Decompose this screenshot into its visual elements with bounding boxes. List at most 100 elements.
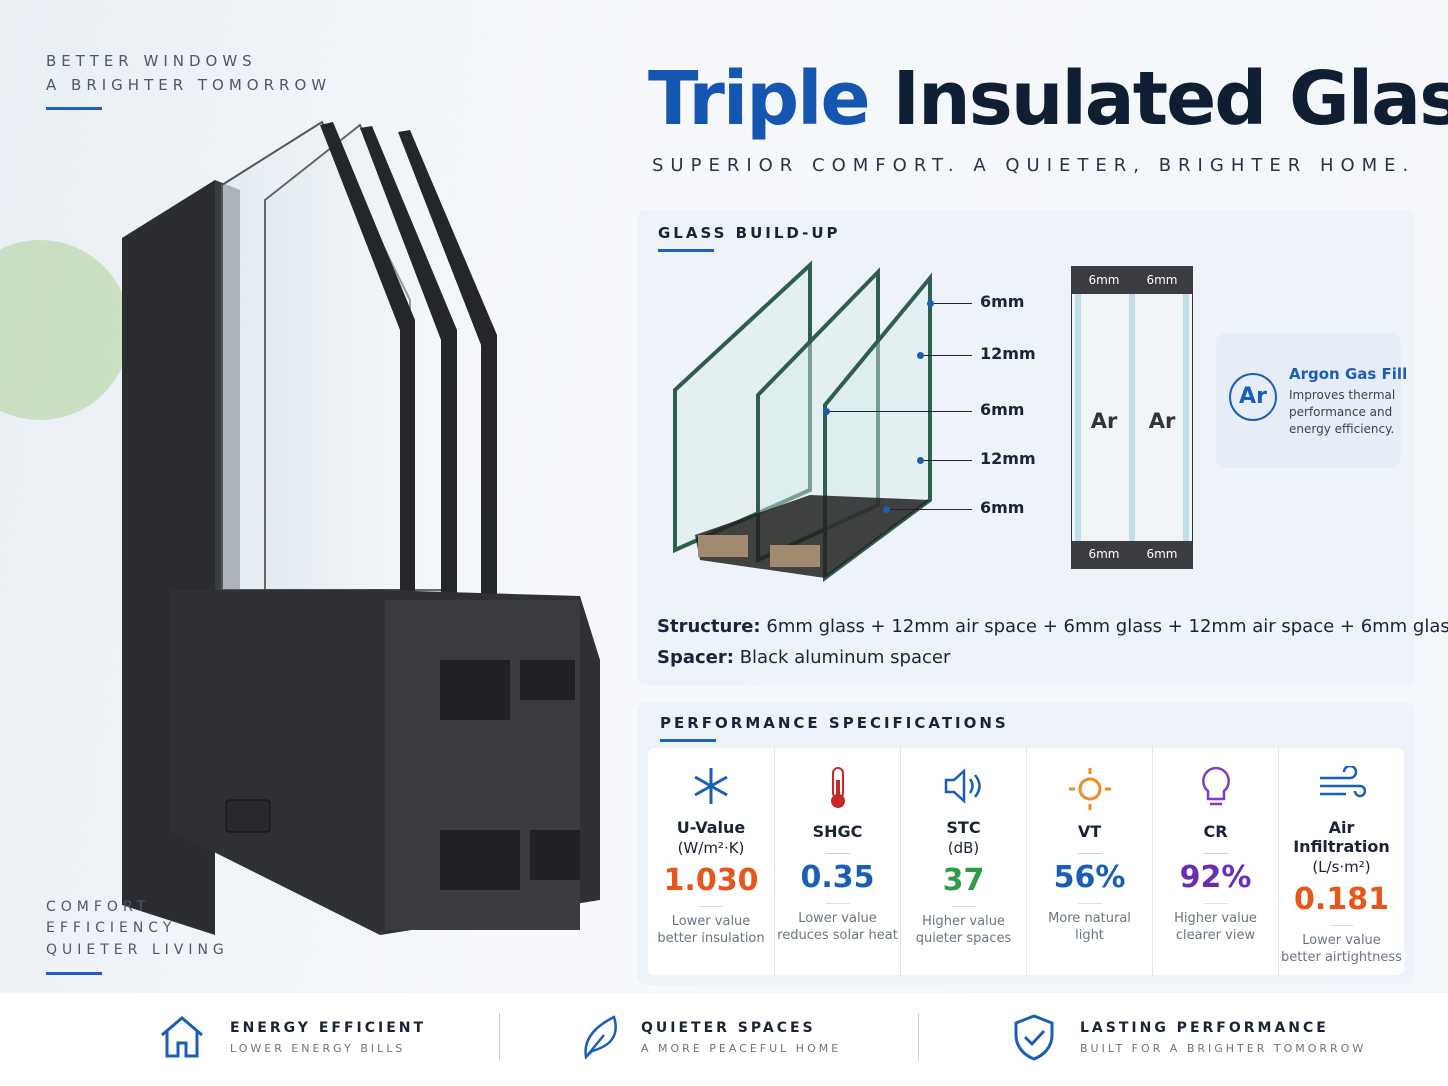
layer-dot [883,506,890,513]
argon-text: performance and [1289,405,1393,419]
section-top-label: 6mm [1088,273,1120,287]
argon-text: energy efficiency. [1289,422,1395,436]
spec-rule [825,853,850,854]
spec-rule [951,906,976,907]
structure-label: Structure: [657,616,761,637]
spec-note: better airtightness [1281,950,1402,965]
section-bottom-label: 6mm [1088,547,1120,561]
feature-title: QUIETER SPACES [641,1020,816,1036]
section-bottom-label: 6mm [1146,547,1178,561]
section-top-label: 6mm [1146,273,1178,287]
spacer-label: Spacer: [657,647,734,668]
spec-note: light [1075,928,1104,943]
layer-leader [886,509,972,510]
layer-dot [917,352,924,359]
window-illustration [0,120,600,935]
feature-icon [158,1013,206,1065]
spec-rule [1329,925,1354,926]
accent-rule [46,107,102,110]
spec-name: Air Infiltration [1293,818,1390,856]
feature: QUIETER SPACES A MORE PEACEFUL HOME [641,1020,841,1055]
layer-label: 6mm [980,498,1025,517]
spec-name: VT [1077,822,1102,841]
feature: ENERGY EFFICIENT LOWER ENERGY BILLS [230,1020,426,1055]
feature-icon [578,1013,626,1065]
spec-rule [1203,853,1228,854]
side-note: EFFICIENCY [46,920,177,936]
spec-note: Lower value [798,911,877,926]
side-note: COMFORT [46,899,151,915]
spec-name: CR [1203,822,1228,841]
layer-dot [823,408,830,415]
spec-column: SHGC 0.35 Lower value reduces solar heat [774,748,900,975]
spec-icon [775,766,900,814]
spec-name: STC [946,818,981,837]
spec-column: STC (dB) 37 Higher value quieter spaces [900,748,1026,975]
divider [918,1013,919,1061]
structure-line: Structure: 6mm glass + 12mm air space + … [657,616,1448,637]
spec-note: Higher value [1174,911,1257,926]
spacer-line: Spacer: Black aluminum spacer [657,647,950,668]
layer-label: 12mm [980,344,1036,363]
feature: LASTING PERFORMANCE BUILT FOR A BRIGHTER … [1080,1020,1366,1055]
spec-column: VT 56% More natural light [1026,748,1152,975]
layer-label: 6mm [980,400,1025,419]
subtitle: SUPERIOR COMFORT. A QUIETER, BRIGHTER HO… [652,155,1416,176]
spec-rule [825,903,850,904]
layer-dot [917,457,924,464]
spec-note: Lower value [671,914,751,929]
accent-rule [658,249,714,252]
spec-note: More natural [1048,911,1131,926]
title-accent: Triple [648,56,871,142]
argon-title: Argon Gas Fill [1289,365,1408,383]
spec-value: 56% [1053,860,1126,895]
tagline-line: A BRIGHTER TOMORROW [46,76,332,94]
title-rest: Insulated Glass [892,56,1448,142]
spec-note: Lower value [1302,933,1381,948]
tagline-line: BETTER WINDOWS [46,52,257,70]
spec-note: better insulation [657,931,765,946]
accent-rule [46,972,102,975]
layer-leader [920,460,972,461]
layer-leader [826,411,972,412]
spec-icon [1153,766,1278,814]
structure-text: 6mm glass + 12mm air space + 6mm glass +… [766,616,1448,637]
section-diagram [1071,266,1193,569]
spec-icon [1279,764,1404,814]
title: Triple Insulated Glass [648,56,1448,142]
footer [0,993,1448,1086]
spec-rule [699,906,723,907]
layer-label: 12mm [980,449,1036,468]
spec-value: 1.030 [663,863,759,898]
spec-name: SHGC [812,822,863,841]
argon-symbol: Ar [1229,373,1277,421]
feature-subtitle: LOWER ENERGY BILLS [230,1042,406,1055]
spec-column: CR 92% Higher value clearer view [1152,748,1278,975]
gas-label: Ar [1090,409,1118,433]
section-heading: PERFORMANCE SPECIFICATIONS [660,714,1009,732]
side-note: QUIETER LIVING [46,942,229,958]
spec-cards: U-Value (W/m²·K) 1.030 Lower value better in… [648,748,1404,975]
feature-title: ENERGY EFFICIENT [230,1020,427,1036]
feature-subtitle: A MORE PEACEFUL HOME [641,1042,842,1055]
spec-note: clearer view [1175,928,1256,943]
spec-rule [1077,853,1102,854]
spec-note: Higher value [922,914,1005,929]
layer-leader [930,303,972,304]
spacer-text: Black aluminum spacer [739,647,951,668]
spec-rule [1203,903,1228,904]
spec-icon [1027,766,1152,814]
spec-note: reduces solar heat [777,928,898,943]
spec-unit: (dB) [947,839,980,857]
spec-note: quieter spaces [915,931,1012,946]
glass-3d [673,260,932,582]
accent-rule [660,739,716,742]
spec-unit: (L/s·m²) [1312,858,1371,876]
layer-dot [927,300,934,307]
spec-value: 37 [942,863,985,898]
spec-column: U-Value (W/m²·K) 1.030 Lower value better in… [648,748,774,975]
feature-subtitle: BUILT FOR A BRIGHTER TOMORROW [1080,1042,1367,1055]
spec-value: 0.35 [800,860,875,895]
feature-title: LASTING PERFORMANCE [1080,1020,1329,1036]
